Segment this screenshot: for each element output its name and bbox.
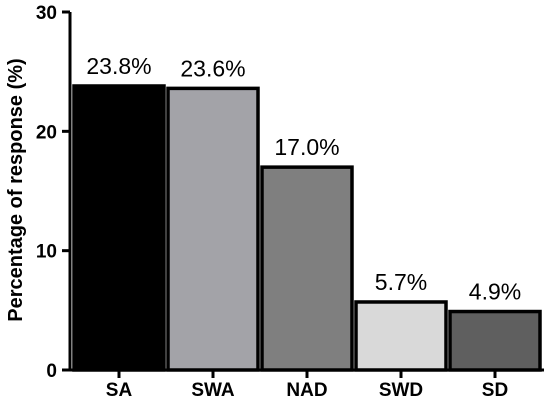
y-tick-label: 20 xyxy=(36,122,57,143)
bar-swd xyxy=(354,300,448,372)
bars xyxy=(72,84,542,372)
data-label: 23.6% xyxy=(180,55,245,81)
x-tick-label: SD xyxy=(482,380,508,401)
data-label: 23.8% xyxy=(86,53,151,79)
bar-sd xyxy=(448,309,542,372)
bar-swa xyxy=(166,86,260,372)
y-tick-label: 0 xyxy=(46,361,57,382)
x-tick-label: SWD xyxy=(379,380,423,401)
data-labels: 23.8% 23.6% 17.0% 5.7% 4.9% xyxy=(86,53,521,305)
x-tick-label: SA xyxy=(106,380,133,401)
y-axis-title: Percentage of response (%) xyxy=(5,58,27,321)
data-label: 5.7% xyxy=(375,269,427,295)
y-tick-label: 10 xyxy=(36,242,57,263)
bar-nad xyxy=(260,165,354,372)
x-axis: SA SWA NAD SWD SD xyxy=(68,368,544,401)
x-tick-label: SWA xyxy=(191,380,235,401)
y-axis: 0 10 20 30 xyxy=(36,3,72,382)
bar-sa xyxy=(72,84,166,372)
data-label: 17.0% xyxy=(274,134,339,160)
y-tick-label: 30 xyxy=(36,3,57,24)
x-tick-label: NAD xyxy=(286,380,327,401)
data-label: 4.9% xyxy=(469,279,521,305)
